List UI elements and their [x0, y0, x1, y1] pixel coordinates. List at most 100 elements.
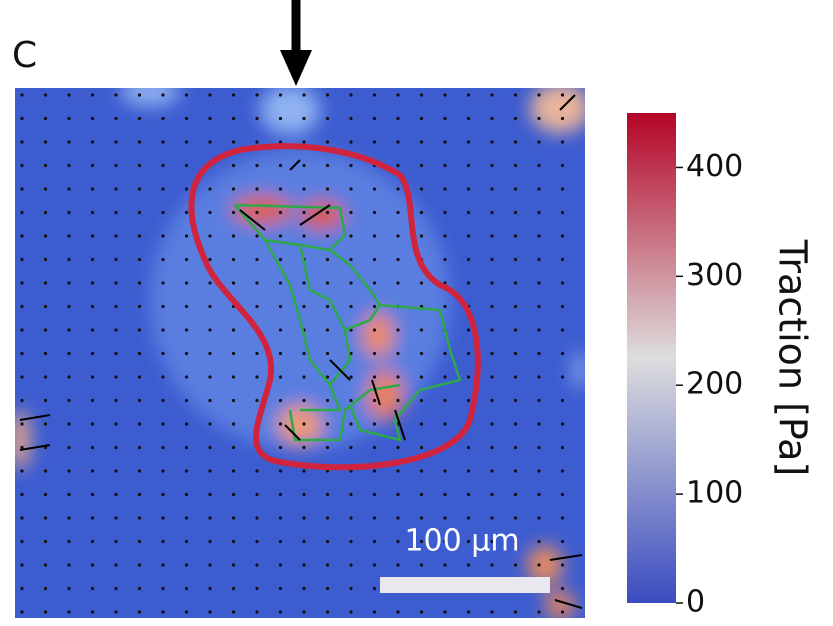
grid-dot [91, 328, 94, 331]
grid-dot [537, 117, 540, 120]
grid-dot [232, 422, 235, 425]
grid-dot [138, 493, 141, 496]
grid-dot [114, 516, 117, 519]
grid-dot [373, 352, 376, 355]
grid-dot [255, 305, 258, 308]
grid-dot [91, 563, 94, 566]
grid-dot [67, 328, 70, 331]
colorbar-label: Traction [Pa] [771, 239, 815, 476]
grid-dot [396, 540, 399, 543]
grid-dot [91, 164, 94, 167]
page: C [0, 0, 833, 626]
grid-dot [185, 164, 188, 167]
grid-dot [467, 281, 470, 284]
grid-dot [373, 516, 376, 519]
grid-dot [514, 140, 517, 143]
grid-dot [537, 563, 540, 566]
grid-dot [349, 540, 352, 543]
grid-dot [279, 352, 282, 355]
grid-dot [561, 305, 564, 308]
grid-dot [138, 164, 141, 167]
grid-dot [114, 375, 117, 378]
grid-dot [67, 164, 70, 167]
grid-dot [561, 187, 564, 190]
grid-dot [279, 140, 282, 143]
grid-dot [420, 469, 423, 472]
grid-dot [467, 93, 470, 96]
grid-dot [44, 610, 47, 613]
grid-dot [114, 399, 117, 402]
grid-dot [114, 305, 117, 308]
grid-dot [20, 234, 23, 237]
grid-dot [44, 305, 47, 308]
grid-dot [91, 469, 94, 472]
grid-dot [396, 117, 399, 120]
grid-dot [44, 516, 47, 519]
scale-bar [380, 577, 550, 593]
grid-dot [20, 140, 23, 143]
grid-dot [514, 234, 517, 237]
grid-dot [255, 211, 258, 214]
grid-dot [20, 305, 23, 308]
grid-dot [255, 399, 258, 402]
grid-dot [114, 140, 117, 143]
grid-dot [208, 516, 211, 519]
grid-dot [467, 187, 470, 190]
grid-dot [138, 258, 141, 261]
grid-dot [232, 493, 235, 496]
grid-dot [396, 563, 399, 566]
grid-dot [232, 587, 235, 590]
grid-dot [514, 446, 517, 449]
grid-dot [467, 117, 470, 120]
grid-dot [232, 140, 235, 143]
grid-dot [67, 516, 70, 519]
grid-dot [420, 563, 423, 566]
grid-dot [490, 352, 493, 355]
grid-dot [490, 610, 493, 613]
grid-dot [161, 164, 164, 167]
grid-dot [208, 352, 211, 355]
grid-dot [185, 422, 188, 425]
grid-dot [185, 258, 188, 261]
grid-dot [514, 164, 517, 167]
grid-dot [302, 211, 305, 214]
grid-dot [20, 563, 23, 566]
grid-dot [114, 211, 117, 214]
grid-dot [44, 93, 47, 96]
grid-dot [302, 516, 305, 519]
grid-dot [161, 587, 164, 590]
grid-dot [349, 117, 352, 120]
grid-dot [20, 610, 23, 613]
grid-dot [349, 281, 352, 284]
grid-dot [138, 328, 141, 331]
grid-dot [514, 117, 517, 120]
grid-dot [420, 281, 423, 284]
grid-dot [396, 493, 399, 496]
colorbar-tick-label: 100 [686, 476, 743, 511]
grid-dot [537, 187, 540, 190]
grid-dot [420, 164, 423, 167]
grid-dot [279, 610, 282, 613]
grid-dot [138, 140, 141, 143]
grid-dot [537, 305, 540, 308]
grid-dot [537, 399, 540, 402]
grid-dot [420, 187, 423, 190]
grid-dot [537, 93, 540, 96]
grid-dot [302, 493, 305, 496]
grid-dot [490, 140, 493, 143]
colorbar-tick-label: 300 [686, 258, 743, 293]
colorbar-tick-label: 0 [686, 585, 705, 620]
grid-dot [537, 493, 540, 496]
grid-dot [208, 563, 211, 566]
grid-dot [537, 258, 540, 261]
grid-dot [20, 281, 23, 284]
grid-dot [443, 211, 446, 214]
grid-dot [514, 610, 517, 613]
grid-dot [514, 422, 517, 425]
grid-dot [279, 493, 282, 496]
grid-dot [91, 281, 94, 284]
colorbar-tick-label: 400 [686, 149, 743, 184]
grid-dot [114, 328, 117, 331]
grid-dot [67, 352, 70, 355]
grid-dot [561, 375, 564, 378]
